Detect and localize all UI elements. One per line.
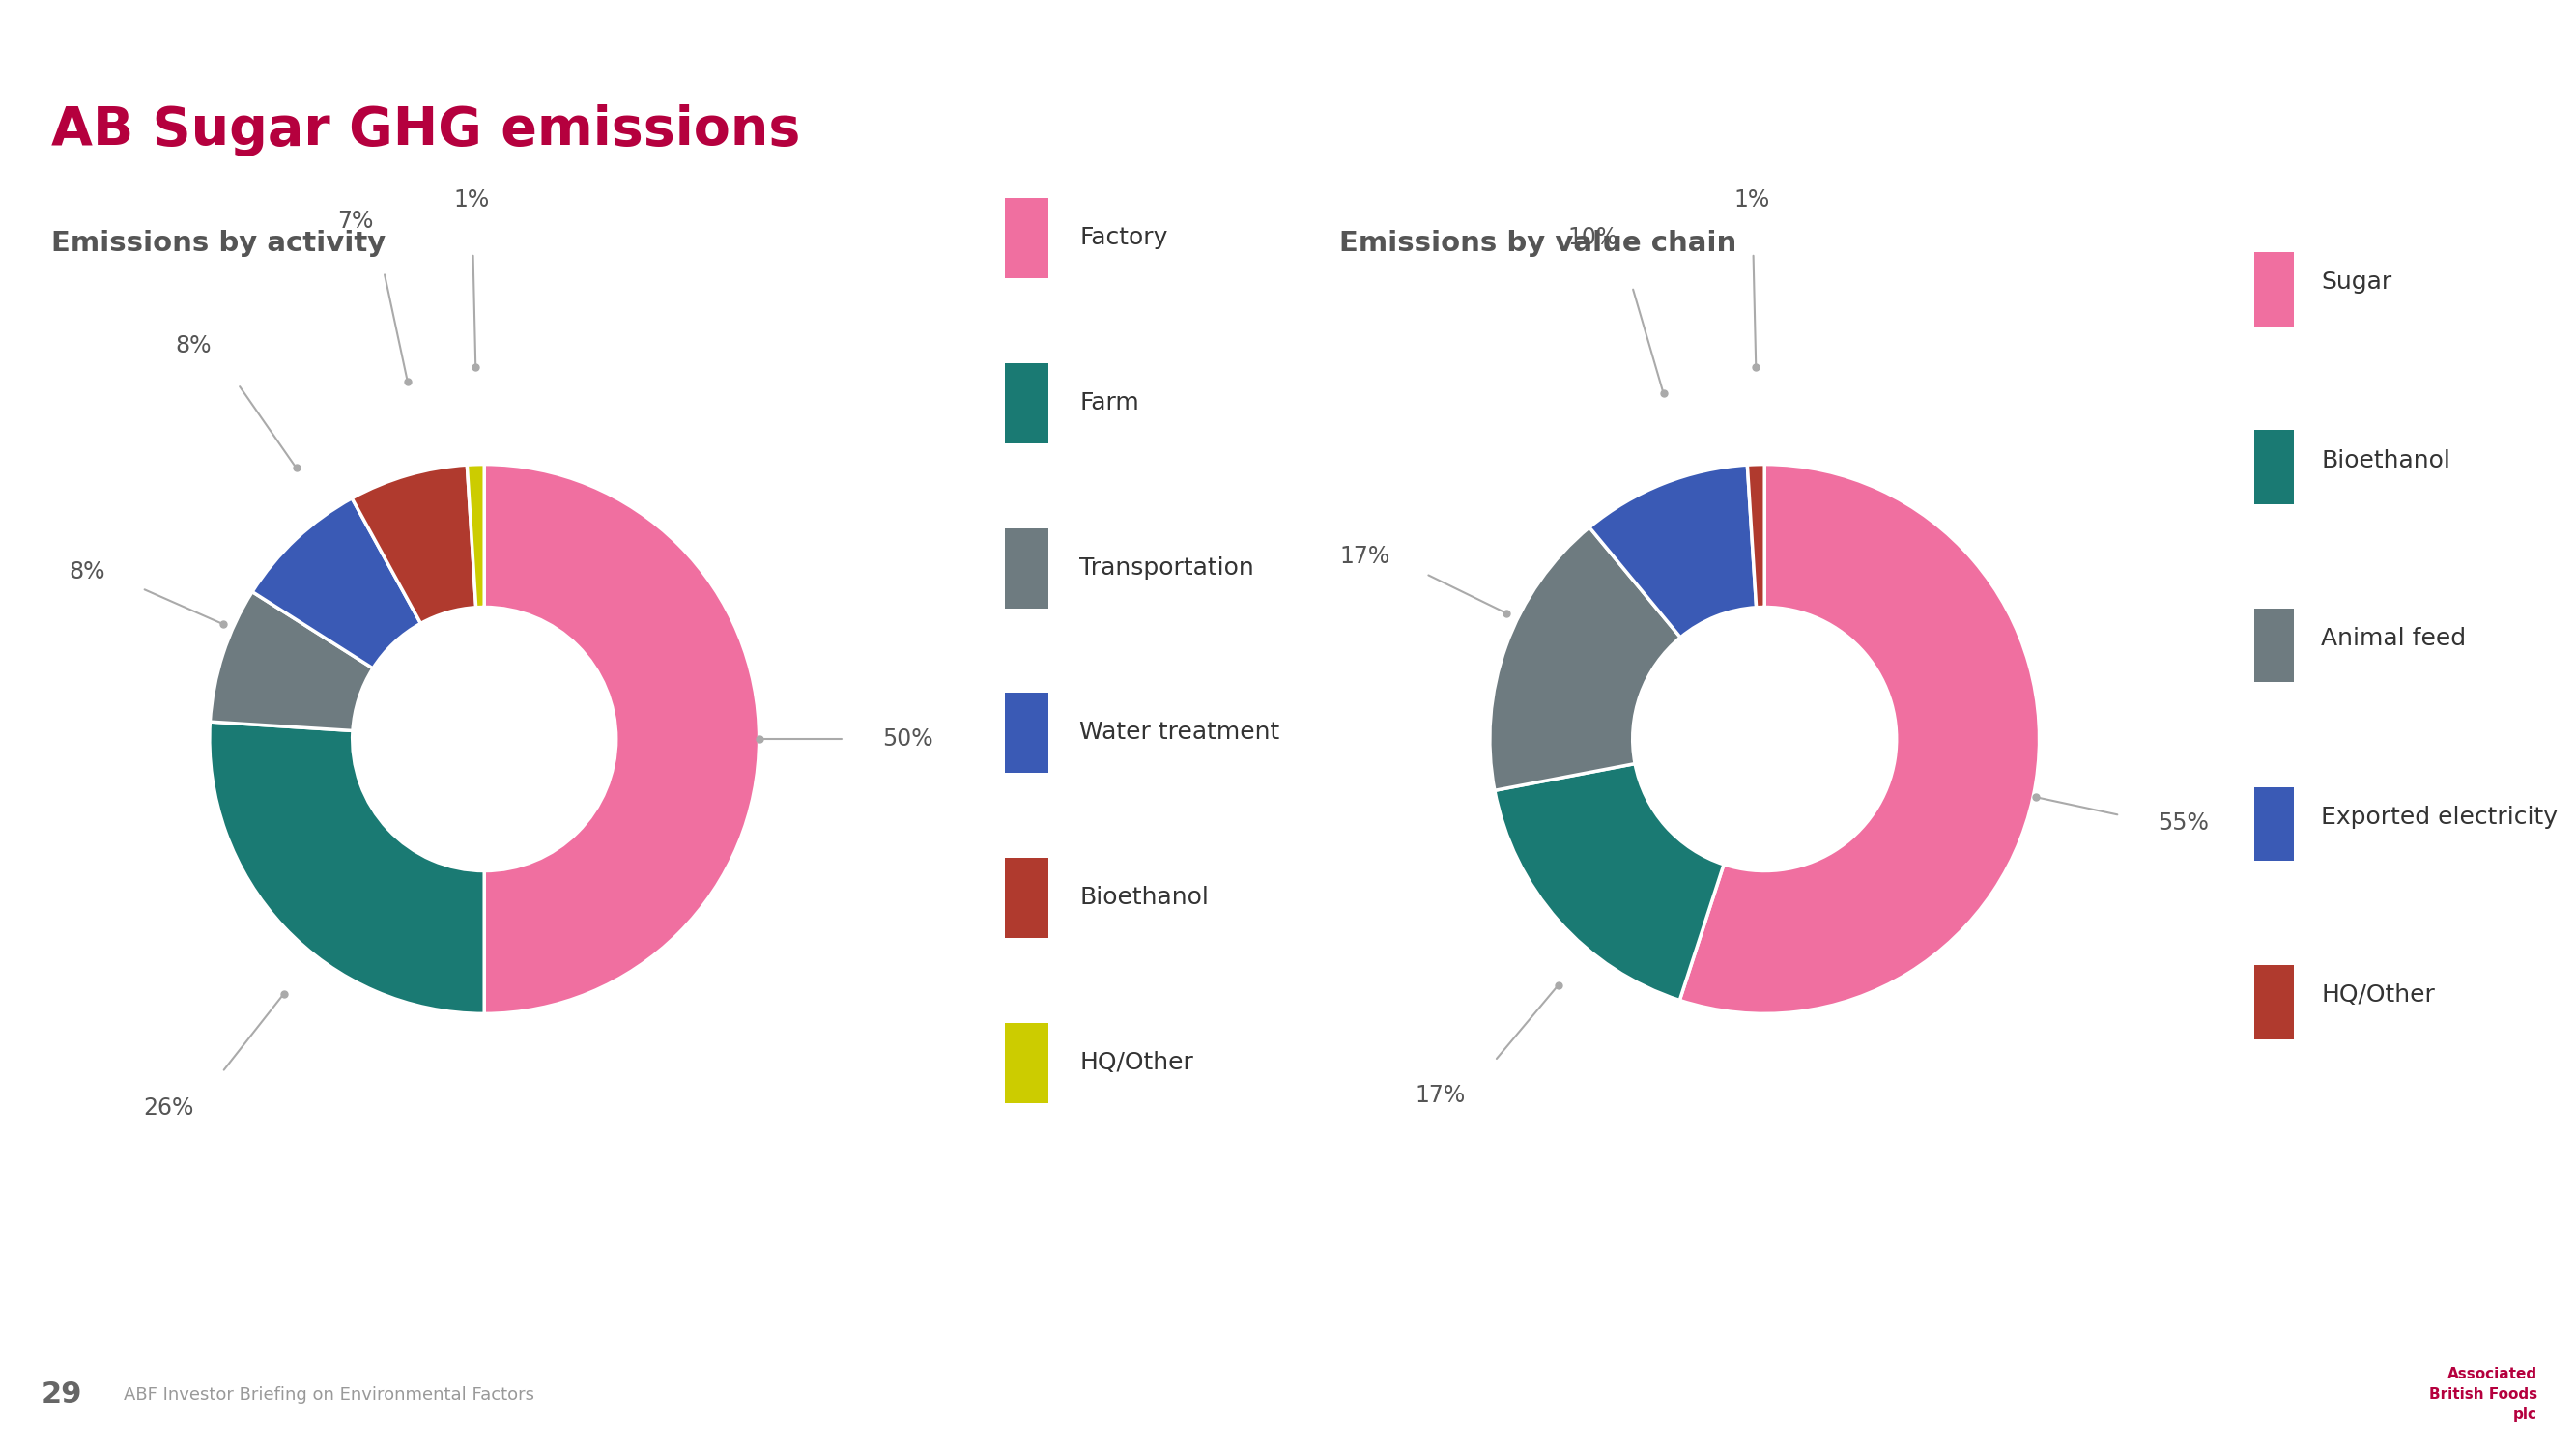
- Text: 26%: 26%: [144, 1097, 193, 1120]
- Text: Factory: Factory: [1079, 226, 1167, 249]
- Text: HQ/Other: HQ/Other: [1079, 1051, 1193, 1074]
- Wedge shape: [484, 464, 760, 1014]
- Wedge shape: [1494, 764, 1723, 1000]
- Wedge shape: [1489, 527, 1680, 791]
- Wedge shape: [211, 591, 374, 730]
- Text: 29: 29: [41, 1381, 82, 1408]
- Text: Associated
British Foods
plc: Associated British Foods plc: [2429, 1368, 2537, 1423]
- Text: AB Sugar GHG emissions: AB Sugar GHG emissions: [52, 104, 801, 156]
- Bar: [2254, 430, 2293, 504]
- Text: Emissions by activity: Emissions by activity: [52, 230, 386, 256]
- Text: 17%: 17%: [1414, 1084, 1466, 1107]
- Wedge shape: [1747, 464, 1765, 607]
- Text: 50%: 50%: [884, 727, 933, 751]
- Text: Sugar: Sugar: [2321, 271, 2393, 294]
- Text: Water treatment: Water treatment: [1079, 722, 1280, 745]
- Wedge shape: [209, 722, 484, 1014]
- Text: 8%: 8%: [70, 561, 106, 584]
- Bar: [1005, 527, 1048, 609]
- Text: 8%: 8%: [175, 335, 211, 358]
- Bar: [1005, 858, 1048, 938]
- Text: 10%: 10%: [1566, 226, 1618, 249]
- Text: 55%: 55%: [2159, 811, 2210, 835]
- Text: GHG Emissions and Carbon Enablement: GHG Emissions and Carbon Enablement: [1904, 38, 2254, 55]
- Text: Bioethanol: Bioethanol: [2321, 449, 2450, 472]
- Text: Farm: Farm: [1079, 391, 1139, 414]
- Wedge shape: [252, 498, 420, 668]
- Text: 7%: 7%: [337, 210, 374, 233]
- Bar: [1005, 364, 1048, 443]
- Text: 17%: 17%: [1340, 545, 1388, 568]
- Bar: [2254, 609, 2293, 682]
- Bar: [2254, 252, 2293, 326]
- Bar: [2254, 787, 2293, 861]
- Wedge shape: [1589, 465, 1757, 638]
- Wedge shape: [466, 464, 484, 607]
- Wedge shape: [353, 465, 477, 623]
- Wedge shape: [1680, 464, 2040, 1014]
- Text: ABF Investor Briefing on Environmental Factors: ABF Investor Briefing on Environmental F…: [124, 1385, 533, 1403]
- Text: HQ/Other: HQ/Other: [2321, 984, 2434, 1007]
- Text: Exported electricity: Exported electricity: [2321, 806, 2558, 829]
- Text: 1%: 1%: [1734, 188, 1770, 212]
- Text: Bioethanol: Bioethanol: [1079, 885, 1208, 909]
- Text: Animal feed: Animal feed: [2321, 627, 2465, 651]
- Bar: [1005, 693, 1048, 772]
- Text: 1%: 1%: [453, 188, 489, 212]
- Text: Emissions by value chain: Emissions by value chain: [1340, 230, 1736, 256]
- Bar: [1005, 199, 1048, 278]
- Bar: [1005, 1023, 1048, 1103]
- Bar: [2254, 965, 2293, 1039]
- Text: Transportation: Transportation: [1079, 556, 1255, 580]
